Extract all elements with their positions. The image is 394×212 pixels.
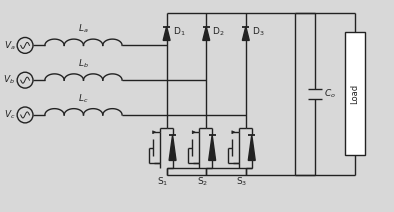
Text: $V_a$: $V_a$ bbox=[4, 39, 15, 52]
Polygon shape bbox=[248, 135, 255, 160]
Text: S$_2$: S$_2$ bbox=[197, 176, 208, 188]
Bar bbox=[345, 32, 364, 155]
Polygon shape bbox=[203, 26, 210, 40]
Text: Load: Load bbox=[350, 84, 359, 104]
Polygon shape bbox=[242, 26, 249, 40]
Text: $V_c$: $V_c$ bbox=[4, 109, 15, 121]
Text: D$_1$: D$_1$ bbox=[173, 25, 185, 38]
Text: $L_b$: $L_b$ bbox=[78, 58, 89, 70]
Text: S$_1$: S$_1$ bbox=[157, 176, 168, 188]
Text: $C_o$: $C_o$ bbox=[324, 87, 336, 100]
Text: $L_a$: $L_a$ bbox=[78, 23, 89, 35]
Text: D$_2$: D$_2$ bbox=[212, 25, 225, 38]
Text: D$_3$: D$_3$ bbox=[252, 25, 264, 38]
Polygon shape bbox=[169, 135, 176, 160]
Text: $L_c$: $L_c$ bbox=[78, 92, 89, 105]
Polygon shape bbox=[209, 135, 216, 160]
Polygon shape bbox=[163, 26, 170, 40]
Text: S$_3$: S$_3$ bbox=[236, 176, 247, 188]
Text: $V_b$: $V_b$ bbox=[3, 74, 15, 86]
